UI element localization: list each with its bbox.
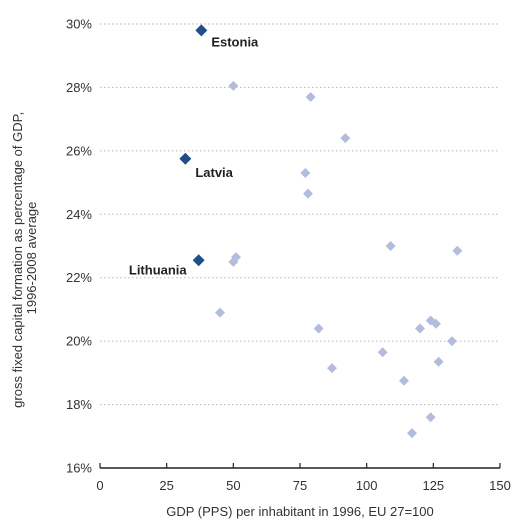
data-point [327,363,337,374]
data-point [452,245,463,256]
point-label-lithuania: Lithuania [129,262,188,277]
y-tick-label: 26% [66,143,92,158]
x-tick-label: 0 [96,478,103,493]
data-point [415,323,425,334]
x-tick-label: 150 [489,478,511,493]
x-tick-label: 75 [293,478,307,493]
data-point [228,80,239,91]
labels-layer: Estonia Latvia Lithuania [129,34,259,277]
data-point [303,188,313,199]
data-point [340,133,351,144]
x-tick-label: 125 [422,478,444,493]
y-tick-label: 18% [66,397,92,412]
y-axis-title: gross fixed capital formation as percent… [10,108,39,408]
points-layer [179,24,463,439]
highlighted-data-point [192,254,205,267]
x-tick-label: 100 [356,478,378,493]
y-tick-label: 28% [66,80,92,95]
y-axis-title-line-1: gross fixed capital formation as percent… [10,112,25,408]
x-tick-label: 25 [159,478,173,493]
highlighted-data-point [195,24,208,37]
data-point [407,428,417,439]
y-tick-label: 20% [66,334,92,349]
y-tick-label: 16% [66,461,92,476]
y-tick-label: 30% [66,17,92,32]
highlighted-data-point [179,152,192,165]
x-tick-label: 50 [226,478,240,493]
x-axis-title: GDP (PPS) per inhabitant in 1996, EU 27=… [166,504,434,519]
data-point [313,323,324,334]
data-point [300,168,311,179]
data-point [377,347,388,358]
data-point [215,307,225,318]
data-point [447,336,457,347]
y-axis-title-line-2: 1996-2008 average [24,202,39,315]
y-tick-label: 22% [66,270,92,285]
data-point [385,241,396,251]
grid-layer [100,23,500,406]
point-label-estonia: Estonia [211,34,259,49]
data-point [228,256,239,267]
axis-layer: 16% 18% 20% 22% 24% 26% 28% 30% 0 25 50 75 100 125 150 [66,17,511,494]
data-point [431,318,441,329]
data-point [425,412,436,423]
data-point [399,375,409,386]
data-point [433,356,444,367]
point-label-latvia: Latvia [195,165,233,180]
data-point [305,91,316,102]
y-tick-label: 24% [66,207,92,222]
